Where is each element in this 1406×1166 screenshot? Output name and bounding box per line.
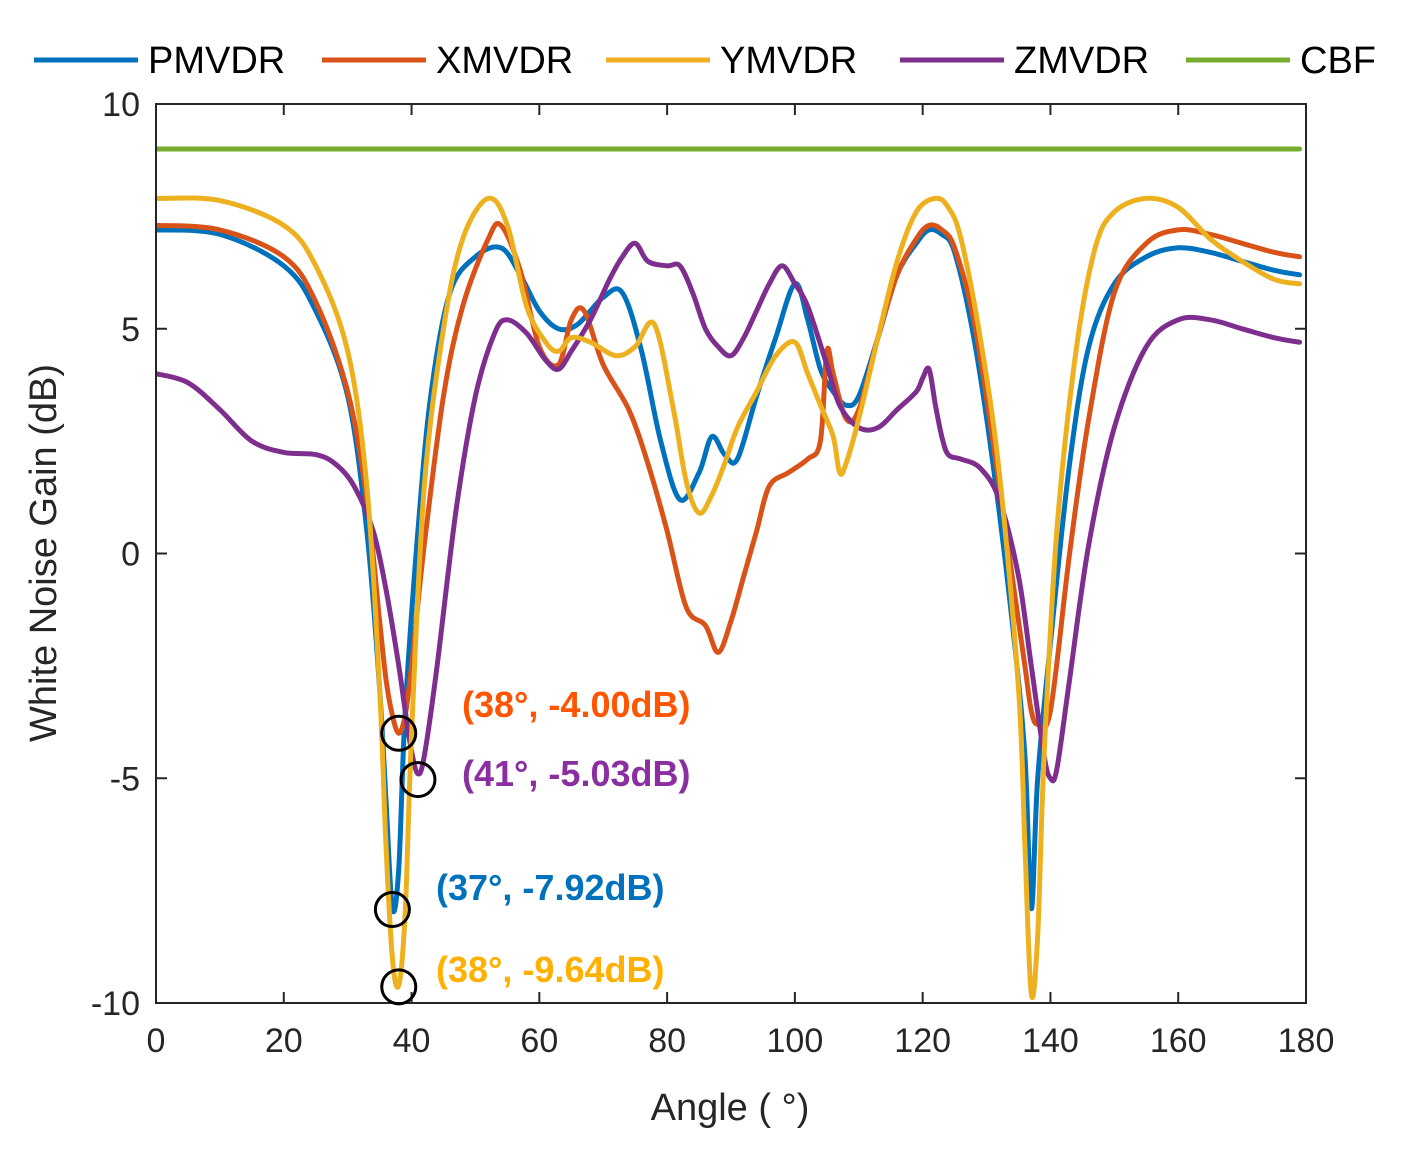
- x-tick-label: 60: [520, 1022, 558, 1060]
- series-line-xmvdr: [156, 220, 1303, 736]
- x-tick-label: 20: [265, 1022, 303, 1060]
- annotation-marker-circle: [399, 761, 437, 799]
- legend-label-zmvdr: ZMVDR: [1014, 40, 1149, 82]
- annotation-marker-circle: [380, 714, 418, 752]
- x-tick-label: 140: [1022, 1022, 1079, 1060]
- x-tick-label: 160: [1150, 1022, 1207, 1060]
- y-tick-label: 0: [121, 536, 140, 574]
- axes-box: [155, 103, 1307, 1004]
- y-tick-label: 5: [121, 311, 140, 349]
- legend-label-pmvdr: PMVDR: [148, 40, 285, 82]
- x-tick-label: 80: [648, 1022, 686, 1060]
- y-tick-label: 10: [102, 86, 140, 124]
- legend-label-xmvdr: XMVDR: [436, 40, 573, 82]
- x-tick-label: 40: [393, 1022, 431, 1060]
- x-tick-label: 120: [894, 1022, 951, 1060]
- series-line-ymvdr: [156, 195, 1303, 1000]
- legend-label-cbf: CBF: [1300, 40, 1376, 82]
- x-tick-label: 0: [147, 1022, 166, 1060]
- x-axis-label: Angle ( °): [651, 1087, 810, 1129]
- x-tick-label: 180: [1278, 1022, 1335, 1060]
- annotation-marker-circle: [373, 891, 411, 929]
- plot-area: 0 20 40 60 80 100 120 140 160 180 -10 -5 0 5 10 (38°, …: [91, 86, 1335, 1060]
- axes-layer: 0 20 40 60 80 100 120 140 160 180 -10 -5 0 5 10: [91, 86, 1335, 1060]
- annotation-layer: (38°, -4.00dB) (41°, -5.03dB) (37°, -7.92d…: [373, 684, 690, 1006]
- x-tick-label: 100: [767, 1022, 824, 1060]
- annotation-marker-circle: [380, 968, 418, 1006]
- y-tick-label: -5: [110, 760, 140, 798]
- y-axis-label: White Noise Gain (dB): [23, 364, 65, 742]
- legend: PMVDR XMVDR YMVDR ZMVDR CBF: [34, 40, 1376, 82]
- annotation-label: (38°, -9.64dB): [436, 949, 664, 990]
- series-layer: [156, 146, 1303, 1000]
- annotation-label: (41°, -5.03dB): [462, 753, 690, 794]
- annotation-label: (38°, -4.00dB): [462, 684, 690, 725]
- legend-label-ymvdr: YMVDR: [720, 40, 857, 82]
- annotation-label: (37°, -7.92dB): [436, 867, 664, 908]
- y-tick-label: -10: [91, 985, 140, 1023]
